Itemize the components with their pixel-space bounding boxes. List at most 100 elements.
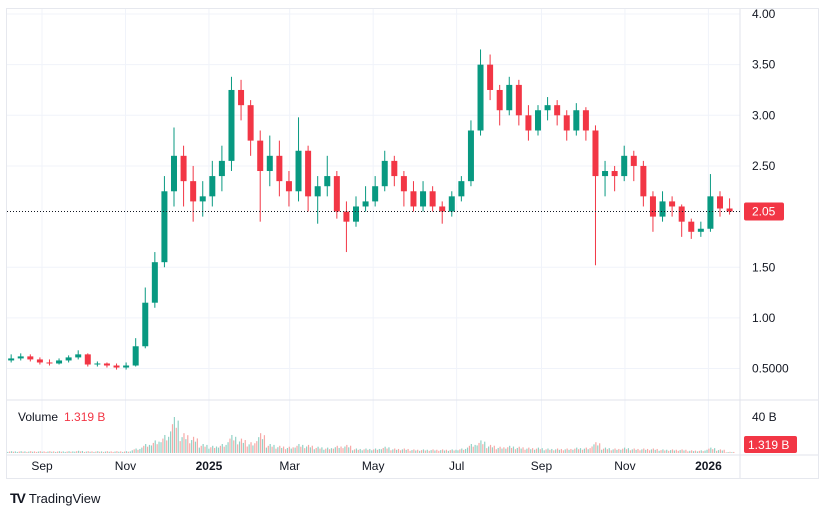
candle-body bbox=[573, 110, 580, 131]
volume-bar bbox=[39, 451, 41, 453]
candle-body bbox=[65, 357, 72, 361]
volume-bar bbox=[656, 448, 658, 453]
candle-body bbox=[161, 191, 168, 263]
volume-bar bbox=[346, 444, 348, 453]
volume-bar bbox=[191, 440, 193, 453]
volume-bar bbox=[660, 450, 662, 453]
time-tick-label: Nov bbox=[115, 459, 136, 473]
candle-body bbox=[295, 150, 302, 192]
last-volume-label: 1.319 B bbox=[748, 438, 789, 452]
volume-bar bbox=[476, 445, 478, 453]
candle-body bbox=[343, 211, 350, 222]
volume-bar bbox=[254, 443, 256, 453]
volume-bar bbox=[118, 451, 120, 453]
volume-bar bbox=[135, 448, 137, 453]
volume-bar bbox=[300, 446, 302, 453]
volume-bar bbox=[83, 451, 85, 453]
volume-bar bbox=[413, 449, 415, 453]
volume-bar bbox=[700, 450, 702, 453]
volume-bar bbox=[127, 451, 130, 453]
volume-bar bbox=[365, 448, 367, 453]
volume-bar bbox=[129, 451, 131, 453]
time-tick-label: Nov bbox=[614, 459, 635, 473]
volume-bar bbox=[614, 448, 616, 453]
candle-body bbox=[103, 363, 110, 366]
volume-bar bbox=[537, 447, 539, 453]
volume-bar bbox=[187, 435, 189, 453]
volume-bar bbox=[386, 448, 388, 453]
volume-bar bbox=[535, 448, 538, 453]
candle-body bbox=[611, 171, 618, 177]
volume-bar bbox=[273, 444, 275, 453]
volume-bar bbox=[637, 448, 639, 453]
volume-bar bbox=[702, 451, 704, 453]
volume-bar bbox=[712, 449, 714, 453]
volume-bar bbox=[60, 451, 62, 453]
volume-bar bbox=[179, 441, 181, 453]
volume-bar bbox=[10, 451, 13, 453]
volume-bar bbox=[710, 447, 712, 453]
volume-bar bbox=[292, 447, 294, 453]
candle-body bbox=[113, 365, 120, 368]
volume-bar bbox=[627, 448, 630, 453]
volume-bar bbox=[704, 450, 706, 453]
candle-body bbox=[717, 196, 723, 209]
volume-bar bbox=[352, 450, 354, 453]
volume-bar bbox=[277, 447, 279, 453]
volume-bar bbox=[714, 448, 716, 453]
volume-bar bbox=[95, 451, 97, 453]
volume-bar bbox=[683, 450, 685, 453]
volume-bar bbox=[524, 449, 526, 453]
volume-bar bbox=[373, 449, 375, 453]
volume-bar bbox=[510, 447, 513, 453]
volume-bar bbox=[355, 448, 357, 453]
candle-body bbox=[582, 110, 589, 131]
time-tick-label: Sep bbox=[531, 459, 553, 473]
volume-bar bbox=[221, 444, 223, 453]
volume-bar bbox=[24, 451, 26, 453]
volume-bar bbox=[411, 450, 413, 453]
volume-bar bbox=[466, 447, 469, 453]
volume-bar bbox=[110, 451, 112, 453]
volume-bar bbox=[516, 447, 518, 453]
volume-bar bbox=[474, 444, 476, 453]
candle-body bbox=[429, 191, 436, 207]
volume-bar bbox=[434, 450, 436, 453]
volume-bar bbox=[175, 427, 177, 453]
candle-body bbox=[688, 221, 695, 232]
volume-bar bbox=[570, 448, 572, 453]
volume-bar bbox=[505, 448, 507, 453]
volume-bar bbox=[610, 450, 612, 453]
volume-bar bbox=[124, 451, 126, 453]
candle-body bbox=[467, 130, 474, 182]
volume-bar bbox=[671, 449, 674, 453]
volume-bar bbox=[286, 447, 289, 453]
volume-bar bbox=[583, 448, 585, 453]
volume-bar bbox=[158, 441, 160, 453]
time-tick-label: 2025 bbox=[196, 459, 223, 473]
volume-bar bbox=[53, 451, 55, 453]
price-tick-label: 2.50 bbox=[752, 159, 776, 173]
candle-body bbox=[592, 130, 599, 177]
volume-bar bbox=[522, 447, 524, 453]
volume-bar bbox=[551, 448, 553, 453]
volume-bar bbox=[81, 450, 84, 453]
candle-body bbox=[381, 160, 388, 187]
price-tick-label: 3.50 bbox=[752, 58, 776, 72]
volume-bar bbox=[371, 450, 373, 453]
candle-body bbox=[27, 356, 34, 360]
volume-bar bbox=[45, 451, 47, 453]
tradingview-logo[interactable]: TV TradingView bbox=[10, 490, 101, 506]
volume-bar bbox=[202, 444, 204, 453]
volume-bar bbox=[616, 449, 618, 453]
volume-bar bbox=[556, 448, 559, 453]
time-tick-label: Mar bbox=[279, 459, 300, 473]
volume-bar bbox=[217, 447, 220, 453]
volume-bar bbox=[654, 449, 656, 453]
volume-bar bbox=[37, 451, 39, 453]
volume-bar bbox=[578, 449, 580, 453]
volume-bar bbox=[20, 451, 22, 453]
volume-bar bbox=[185, 439, 187, 453]
volume-bar bbox=[716, 450, 718, 453]
